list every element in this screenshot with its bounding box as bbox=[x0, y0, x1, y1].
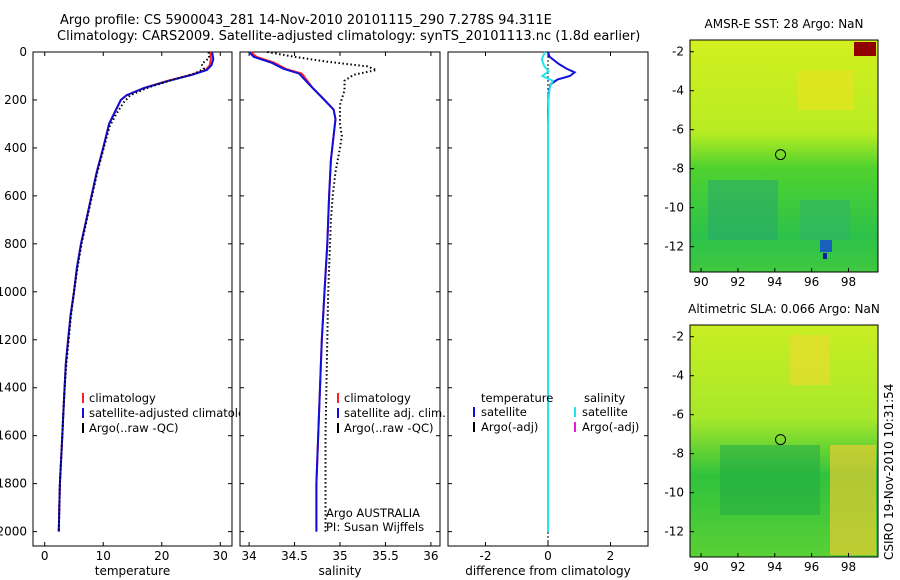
x-tick-label: 96 bbox=[804, 560, 819, 574]
series-line bbox=[248, 51, 337, 532]
x-tick-label: 90 bbox=[693, 275, 708, 289]
legend-title: temperature bbox=[481, 391, 553, 405]
map-patch bbox=[823, 253, 827, 259]
x-tick-label: 30 bbox=[213, 549, 228, 563]
y-tick-label: 400 bbox=[4, 141, 27, 155]
y-tick-label: -6 bbox=[672, 123, 684, 137]
map-patch bbox=[800, 200, 850, 240]
map-frame bbox=[689, 324, 879, 558]
legend-label: climatology bbox=[344, 391, 411, 405]
map-patch bbox=[720, 445, 820, 515]
x-tick-label: 35.5 bbox=[372, 549, 399, 563]
y-tick-label: 1400 bbox=[0, 381, 27, 395]
y-tick-label: -2 bbox=[672, 45, 684, 59]
x-tick-label: 10 bbox=[96, 549, 111, 563]
legend-label: satellite-adjusted climatology bbox=[89, 406, 259, 420]
legend-label: Argo(..raw -QC) bbox=[89, 421, 179, 435]
x-tick-label: 94 bbox=[767, 560, 782, 574]
x-tick-label: -2 bbox=[480, 549, 492, 563]
x-tick-label: 34 bbox=[241, 549, 256, 563]
y-tick-label: 600 bbox=[4, 189, 27, 203]
map-patch bbox=[790, 335, 830, 385]
y-tick-label: 200 bbox=[4, 93, 27, 107]
series-line bbox=[57, 51, 211, 532]
legend-label: satellite adj. clim. bbox=[344, 406, 446, 420]
y-tick-label: -6 bbox=[672, 408, 684, 422]
x-tick-label: 98 bbox=[841, 275, 856, 289]
legend-label: satellite bbox=[582, 405, 628, 419]
y-tick-label: -12 bbox=[664, 240, 684, 254]
y-tick-label: 0 bbox=[19, 45, 27, 59]
x-tick-label: 94 bbox=[767, 275, 782, 289]
figure-title-line2: Climatology: CARS2009. Satellite-adjuste… bbox=[57, 29, 641, 44]
x-tick-label: 36 bbox=[423, 549, 438, 563]
figure-title-line1: Argo profile: CS 5900043_281 14-Nov-2010… bbox=[60, 13, 552, 28]
y-tick-label: -4 bbox=[672, 369, 684, 383]
argo-location-marker bbox=[775, 149, 787, 161]
x-tick-label: 92 bbox=[730, 560, 745, 574]
x-tick-label: 35 bbox=[332, 549, 347, 563]
plot-frame bbox=[32, 51, 233, 547]
y-tick-label: -10 bbox=[664, 201, 684, 215]
x-tick-label: 90 bbox=[693, 560, 708, 574]
map-patch bbox=[820, 240, 832, 252]
x-tick-label: 0 bbox=[41, 549, 49, 563]
legend-label: Argo(-adj) bbox=[481, 420, 538, 434]
x-tick-label: 98 bbox=[841, 560, 856, 574]
legend-label: climatology bbox=[89, 391, 156, 405]
x-tick-label: 92 bbox=[730, 275, 745, 289]
annotation-text: PI: Susan Wijffels bbox=[326, 520, 424, 534]
series-line bbox=[267, 51, 380, 532]
plot-frame bbox=[239, 51, 441, 547]
legend-label: Argo(-adj) bbox=[582, 420, 639, 434]
y-tick-label: 1800 bbox=[0, 477, 27, 491]
y-tick-label: -8 bbox=[672, 447, 684, 461]
x-axis-label: temperature bbox=[95, 564, 170, 578]
y-tick-label: 800 bbox=[4, 237, 27, 251]
y-tick-label: -10 bbox=[664, 486, 684, 500]
map-title: AMSR-E SST: 28 Argo: NaN bbox=[705, 17, 864, 31]
x-axis-label: salinity bbox=[318, 564, 361, 578]
y-tick-label: 1200 bbox=[0, 333, 27, 347]
x-axis-label: difference from climatology bbox=[465, 564, 631, 578]
y-tick-label: -2 bbox=[672, 330, 684, 344]
x-tick-label: 0 bbox=[544, 549, 552, 563]
map-patch bbox=[708, 180, 778, 240]
map-patch bbox=[798, 70, 854, 110]
x-tick-label: 96 bbox=[804, 275, 819, 289]
y-tick-label: -12 bbox=[664, 525, 684, 539]
legend-label: Argo(..raw -QC) bbox=[344, 421, 434, 435]
y-tick-label: -4 bbox=[672, 84, 684, 98]
legend-label: satellite bbox=[481, 405, 527, 419]
x-tick-label: 20 bbox=[154, 549, 169, 563]
argo-location-marker bbox=[775, 434, 787, 446]
x-tick-label: 34.5 bbox=[281, 549, 308, 563]
map-title: Altimetric SLA: 0.066 Argo: NaN bbox=[688, 302, 880, 316]
map-patch bbox=[854, 42, 876, 56]
y-tick-label: 2000 bbox=[0, 525, 27, 539]
x-tick-label: 2 bbox=[607, 549, 615, 563]
y-tick-label: 1000 bbox=[0, 285, 27, 299]
legend-title: salinity bbox=[584, 391, 625, 405]
map-frame bbox=[689, 39, 879, 273]
series-line bbox=[540, 51, 555, 532]
annotation-text: Argo AUSTRALIA bbox=[326, 506, 420, 520]
y-tick-label: -8 bbox=[672, 162, 684, 176]
map-patch bbox=[830, 445, 876, 555]
y-tick-label: 1600 bbox=[0, 429, 27, 443]
